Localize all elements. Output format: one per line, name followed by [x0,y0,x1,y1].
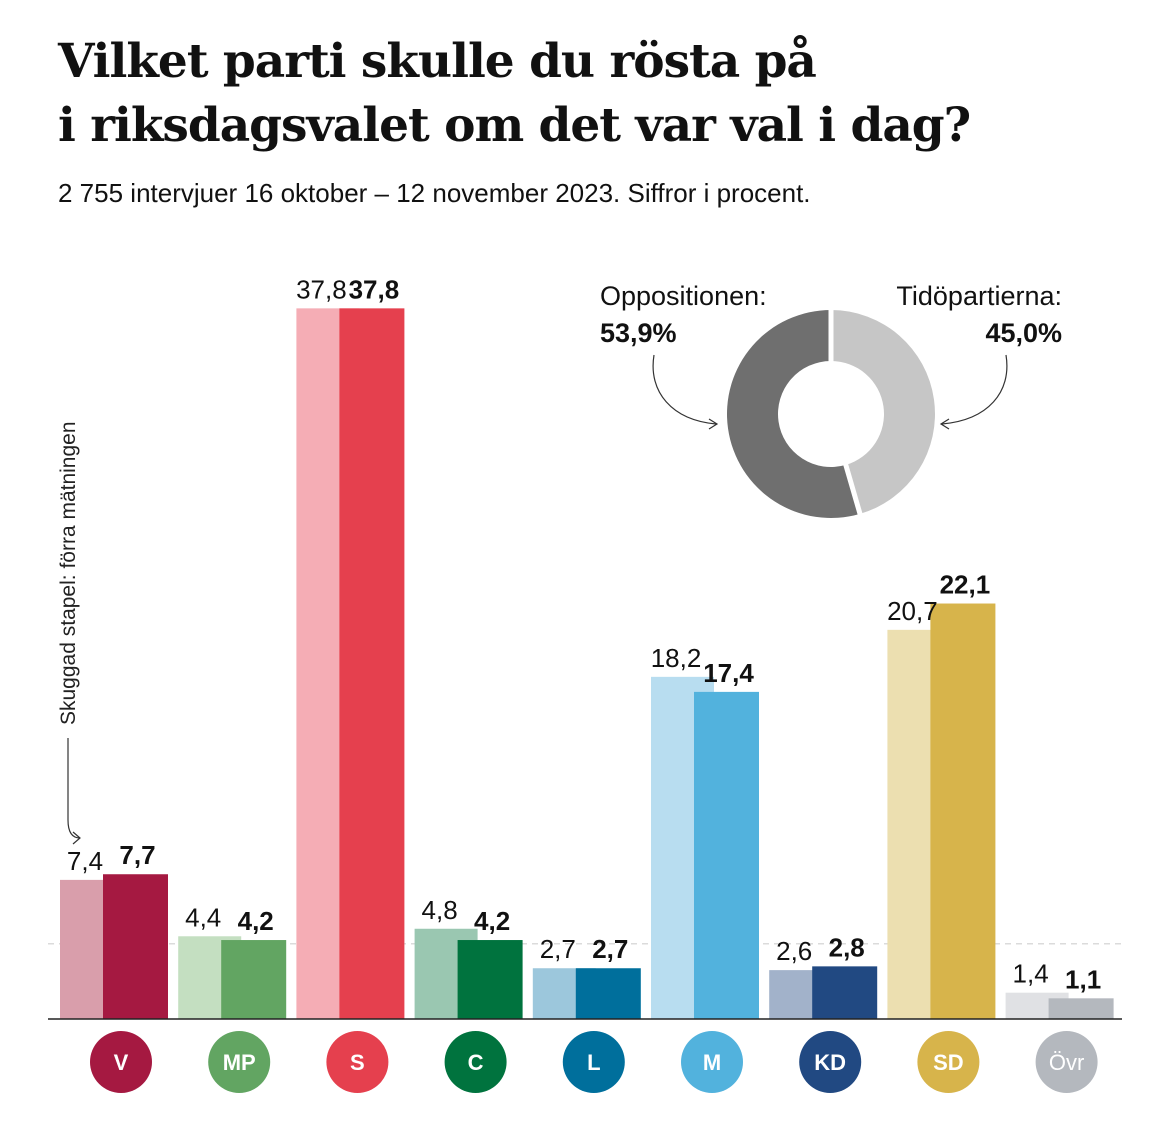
party-badge-circle-c [444,1031,507,1093]
party-label-m: M [703,1050,721,1075]
party-label-s: S [350,1050,365,1075]
donut-chart: Oppositionen: 53,9% Tidöpartierna: 45,0% [600,281,1062,518]
value-label-current-kd: 2,8 [829,932,865,962]
donut-arrow-left [652,354,717,425]
bar-current-c [457,940,523,1019]
value-label-previous-c: 4,8 [422,895,458,925]
party-badge-v: V [90,1031,152,1093]
donut-label-tidopartierna: Tidöpartierna: [896,281,1062,311]
party-badge-circle-kd [799,1031,862,1093]
bars-layer [60,308,1114,1019]
party-label-l: L [587,1050,600,1075]
value-label-previous-ovr: 1,4 [1013,959,1049,989]
chart-subtitle: 2 755 intervjuer 16 oktober – 12 novembe… [58,178,811,208]
note-arrow-line [67,738,81,839]
value-label-previous-sd: 20,7 [887,596,938,626]
value-label-previous-m: 18,2 [651,643,702,673]
chart-title: Vilket parti skulle du rösta på i riksda… [58,30,1138,158]
donut-value-tidopartierna: 45,0% [985,318,1062,348]
value-label-previous-v: 7,4 [67,846,103,876]
value-label-previous-l: 2,7 [540,934,576,964]
party-badge-mp: MP [208,1031,271,1093]
party-badge-s: S [326,1031,389,1093]
donut-arrow-right-head [939,418,950,430]
party-badge-sd: SD [917,1031,980,1093]
bar-current-mp [221,940,287,1019]
donut-label-oppositionen: Oppositionen: [600,281,767,311]
bar-current-l [575,968,641,1019]
value-label-previous-kd: 2,6 [776,936,812,966]
previous-measurement-note-text: Skuggad stapel: förra mätningen [57,421,80,725]
value-label-current-c: 4,2 [474,906,510,936]
bar-current-s [339,308,405,1019]
party-badge-ovr: Övr [1035,1031,1098,1093]
value-label-current-m: 17,4 [703,658,754,688]
party-label-kd: KD [814,1050,846,1075]
donut-slice-oppositionen [727,310,861,518]
party-label-c: C [468,1050,484,1075]
chart-title-line-1: Vilket parti skulle du rösta på [58,34,817,89]
value-label-previous-s: 37,8 [296,274,347,304]
value-label-current-l: 2,7 [592,934,628,964]
party-badge-circle-s [326,1031,389,1093]
party-badge-circle-sd [917,1031,980,1093]
donut-arrow-left-head [708,418,719,430]
party-badge-m: M [681,1031,743,1093]
party-badge-circle-l [562,1031,625,1093]
donut-gap-1 [842,462,863,517]
value-label-current-mp: 4,2 [238,906,274,936]
bar-current-kd [812,966,878,1019]
value-labels-layer: 7,4 7,7 4,4 4,2 37,8 37,8 4,8 4,2 2,7 2,7 18,217,4… [67,274,1101,994]
bar-current-ovr [1048,998,1114,1019]
value-label-previous-mp: 4,4 [185,902,221,932]
value-label-current-ovr: 1,1 [1065,964,1101,994]
value-label-current-sd: 22,1 [940,570,991,600]
party-label-v: V [114,1050,129,1075]
party-badge-l: L [562,1031,625,1093]
party-badge-circle-ovr [1035,1031,1098,1093]
party-label-ovr: Övr [1049,1050,1084,1075]
donut-slice-tidopartierna [831,310,936,514]
bar-current-m [694,691,759,1019]
party-badge-c: C [444,1031,507,1093]
party-label-sd: SD [933,1050,964,1075]
party-badge-circle-v [90,1031,152,1093]
party-badge-kd: KD [799,1031,862,1093]
bar-current-sd [930,603,996,1019]
party-label-mp: MP [223,1050,256,1075]
chart-title-line-2: i riksdagsvalet om det var val i dag? [58,98,971,153]
party-badges-layer: V MP S C L M KD SD Övr [90,1031,1098,1093]
donut-value-oppositionen: 53,9% [600,318,677,348]
party-badge-circle-mp [208,1031,271,1093]
party-badge-circle-m [681,1031,743,1093]
note-arrow-head [72,831,81,845]
previous-measurement-note: Skuggad stapel: förra mätningen [57,421,81,845]
value-label-current-v: 7,7 [119,840,155,870]
bar-current-v [103,874,168,1019]
donut-arrow-right [941,354,1008,425]
value-label-current-s: 37,8 [349,274,400,304]
